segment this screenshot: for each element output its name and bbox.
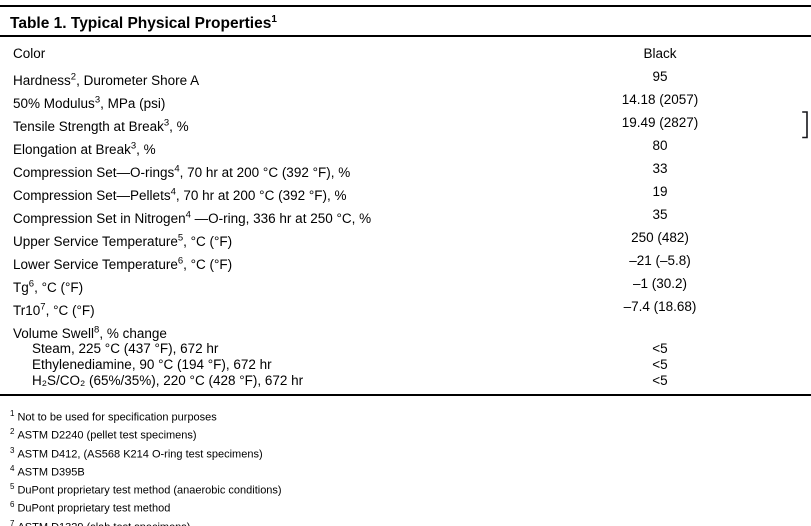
table-row: Tr107, °C (°F) –7.4 (18.68) [0, 295, 811, 318]
property-value: 250 (482) [631, 230, 689, 246]
footnote-number: 4 [10, 463, 15, 473]
table-row: Compression Set in Nitrogen4 —O-ring, 33… [0, 203, 811, 226]
footnote: 2 ASTM D2240 (pellet test specimens) [10, 425, 811, 443]
property-label: Color [13, 46, 46, 62]
property-value: 19 [652, 184, 668, 200]
footnote-text: DuPont proprietary test method (anaerobi… [17, 484, 282, 497]
table-row: Elongation at Break3, % 80 [0, 134, 811, 157]
table-row: Hardness2, Durometer Shore A 95 [0, 65, 811, 88]
footnote-text: Not to be used for specification purpose… [17, 411, 217, 424]
table-row: Compression Set—O-rings4, 70 hr at 200 °… [0, 157, 811, 180]
footnote-text: ASTM D1329 (slab test specimens) [17, 521, 190, 526]
footnote-number: 2 [10, 427, 15, 437]
property-label: Compression Set—O-rings4, 70 hr at 200 °… [13, 163, 351, 180]
footnote: 7ASTM D1329 (slab test specimens) [10, 517, 811, 526]
property-value: 19.49 (2827) [621, 115, 699, 131]
footnote: 5 DuPont proprietary test method (anaerob… [10, 480, 811, 498]
footnote-number: 7 [10, 518, 15, 526]
property-label: Compression Set in Nitrogen4 —O-ring, 33… [13, 209, 372, 226]
table-row: H₂S/CO₂ (65%/35%), 220 °C (428 °F), 672 … [0, 373, 811, 389]
footnote-number: 1 [10, 409, 15, 419]
table-rows: Color Black Hardness2, Durometer Shore A… [0, 37, 811, 397]
property-label: Tensile Strength at Break3, % [13, 117, 189, 134]
footnote-number: 6 [10, 500, 15, 510]
property-label: Elongation at Break3, % [13, 140, 156, 157]
property-value: 95 [652, 69, 668, 85]
property-value: –21 (–5.8) [629, 253, 691, 269]
property-value: Black [643, 46, 677, 62]
footnote-text: ASTM D2240 (pellet test specimens) [17, 430, 197, 443]
property-value: <5 [652, 341, 668, 357]
property-label: Tg6, °C (°F) [13, 278, 84, 295]
table-title-footnote-ref: 1 [271, 14, 277, 25]
property-label: Upper Service Temperature5, °C (°F) [13, 232, 233, 249]
property-label: Tr107, °C (°F) [13, 301, 95, 318]
property-label: Volume Swell8, % change [13, 324, 167, 341]
property-label: Compression Set—Pellets4, 70 hr at 200 °… [13, 186, 347, 203]
property-label: Hardness2, Durometer Shore A [13, 71, 200, 88]
property-value: <5 [652, 373, 668, 389]
property-label: Ethylenediamine, 90 °C (194 °F), 672 hr [32, 357, 272, 373]
property-value: 33 [652, 161, 668, 177]
property-value: –7.4 (18.68) [623, 299, 697, 315]
property-label: Steam, 225 °C (437 °F), 672 hr [32, 341, 219, 357]
property-label: Lower Service Temperature6, °C (°F) [13, 255, 233, 272]
text-cursor [801, 111, 809, 144]
footnote-number: 5 [10, 482, 15, 492]
physical-properties-table: Table 1. Typical Physical Properties1 Co… [0, 5, 811, 526]
footnote: 4 ASTM D395B [10, 462, 811, 480]
property-value: 80 [652, 138, 668, 154]
footnote-text: ASTM D395B [17, 466, 85, 479]
table-row: Volume Swell8, % change [0, 318, 811, 341]
property-value: –1 (30.2) [632, 276, 688, 292]
table-row: Color Black [0, 42, 811, 65]
footnote-number: 3 [10, 445, 15, 455]
property-label: 50% Modulus3, MPa (psi) [13, 94, 166, 111]
property-label: H₂S/CO₂ (65%/35%), 220 °C (428 °F), 672 … [32, 373, 304, 389]
property-value: 35 [652, 207, 668, 223]
table-title-text: Table 1. Typical Physical Properties [10, 15, 272, 33]
table-footnotes: 1 Not to be used for specification purpos… [0, 396, 811, 526]
footnote-text: ASTM D412, (AS568 K214 O-ring test speci… [17, 448, 263, 461]
property-value: 14.18 (2057) [621, 92, 699, 108]
table-row: Compression Set—Pellets4, 70 hr at 200 °… [0, 180, 811, 203]
table-row: Tg6, °C (°F) –1 (30.2) [0, 272, 811, 295]
table-row: Tensile Strength at Break3, % 19.49 (282… [0, 111, 811, 134]
table-row: Lower Service Temperature6, °C (°F) –21 … [0, 249, 811, 272]
footnote: 6 DuPont proprietary test method [10, 498, 811, 516]
table-row: Upper Service Temperature5, °C (°F) 250 … [0, 226, 811, 249]
footnote-text: DuPont proprietary test method [17, 503, 171, 516]
table-row: 50% Modulus3, MPa (psi) 14.18 (2057) [0, 88, 811, 111]
footnote: 1 Not to be used for specification purpos… [10, 407, 811, 425]
table-row: Ethylenediamine, 90 °C (194 °F), 672 hr … [0, 357, 811, 373]
property-value: <5 [652, 357, 668, 373]
footnote: 3 ASTM D412, (AS568 K214 O-ring test spec… [10, 444, 811, 462]
table-row: Steam, 225 °C (437 °F), 672 hr <5 [0, 341, 811, 357]
table-title: Table 1. Typical Physical Properties1 [0, 5, 811, 38]
